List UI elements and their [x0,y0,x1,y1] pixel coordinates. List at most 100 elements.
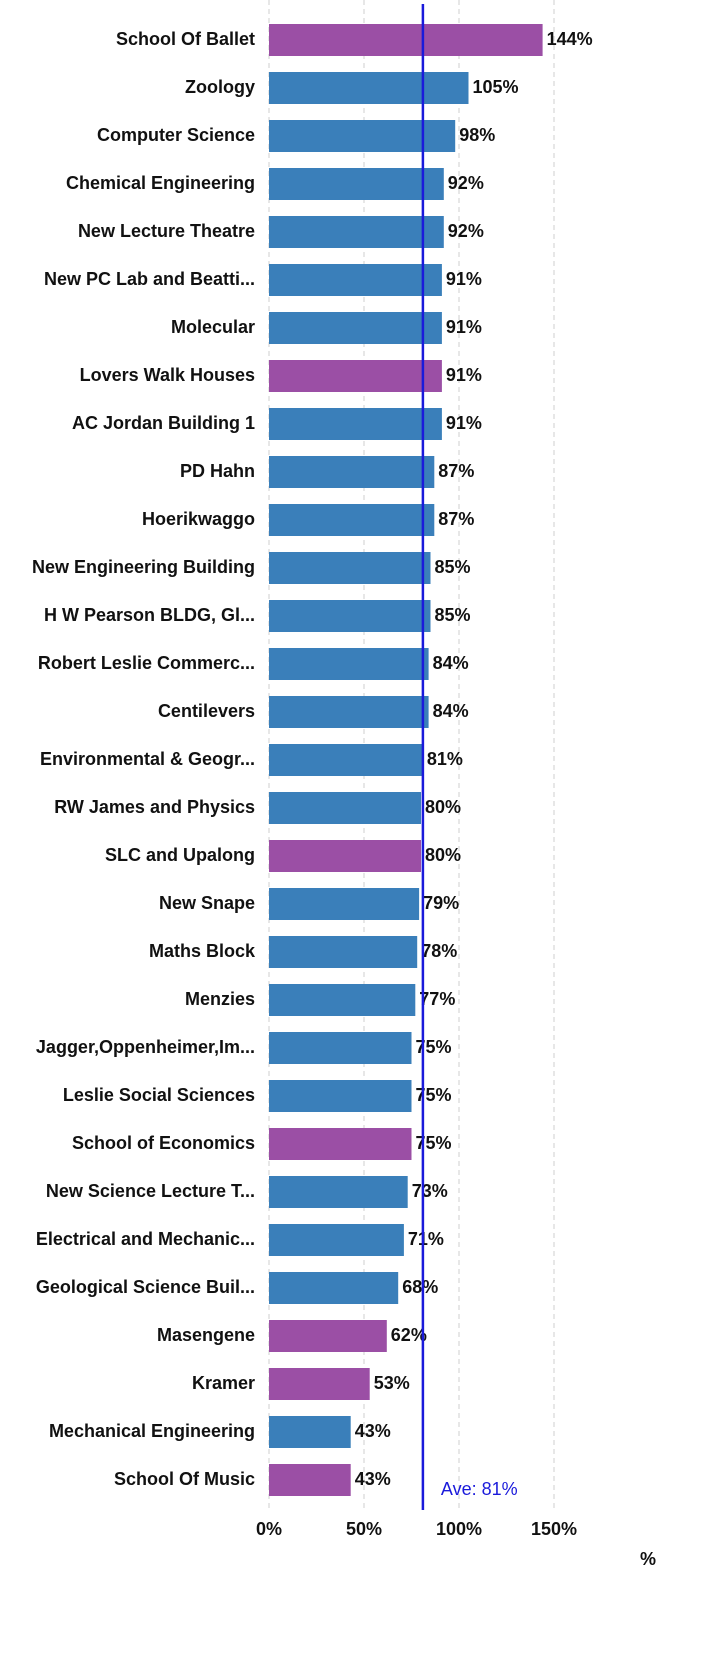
category-label: AC Jordan Building 1 [72,413,255,433]
bar [269,504,435,536]
bar [269,1272,399,1304]
data-label: 85% [435,605,471,625]
x-tick-label: 0% [256,1519,282,1539]
category-label: Jagger,Oppenheimer,Im... [36,1037,255,1057]
x-tick-label: 150% [531,1519,577,1539]
data-label: 75% [416,1085,452,1105]
bar [269,888,420,920]
category-label: Lovers Walk Houses [80,365,255,385]
data-label: 144% [547,29,593,49]
category-label: Molecular [171,317,255,337]
data-label: 87% [438,509,474,529]
category-label: Mechanical Engineering [49,1421,255,1441]
bar [269,120,456,152]
category-label: Environmental & Geogr... [40,749,255,769]
category-label: Zoology [185,77,255,97]
bar [269,1224,404,1256]
category-label: Centilevers [158,701,255,721]
data-label: 71% [408,1229,444,1249]
category-label: H W Pearson BLDG, Gl... [44,605,255,625]
bar [269,600,431,632]
category-label: New Lecture Theatre [78,221,255,241]
category-label: School of Economics [72,1133,255,1153]
bar [269,408,442,440]
bar [269,1464,351,1496]
data-label: 84% [433,653,469,673]
bar [269,216,444,248]
average-label: Ave: 81% [441,1479,518,1499]
data-label: 91% [446,413,482,433]
category-label: Chemical Engineering [66,173,255,193]
data-label: 75% [416,1133,452,1153]
data-label: 81% [427,749,463,769]
data-label: 91% [446,269,482,289]
bar [269,648,429,680]
bar [269,1176,408,1208]
category-label: Geological Science Buil... [36,1277,255,1297]
data-label: 92% [448,221,484,241]
bar [269,1128,412,1160]
data-label: 80% [425,845,461,865]
bar [269,1320,387,1352]
data-label: 68% [402,1277,438,1297]
bar [269,1368,370,1400]
data-label: 91% [446,317,482,337]
bar [269,696,429,728]
bar [269,1080,412,1112]
data-label: 84% [433,701,469,721]
category-label: Robert Leslie Commerc... [38,653,255,673]
data-label: 73% [412,1181,448,1201]
category-label: Menzies [185,989,255,1009]
data-label: 43% [355,1469,391,1489]
bar [269,24,543,56]
category-label: New Engineering Building [32,557,255,577]
data-label: 91% [446,365,482,385]
data-label: 105% [473,77,519,97]
category-label: Hoerikwaggo [142,509,255,529]
category-label: RW James and Physics [54,797,255,817]
data-label: 80% [425,797,461,817]
bar [269,72,469,104]
category-label: School Of Music [114,1469,255,1489]
data-label: 43% [355,1421,391,1441]
bar [269,360,442,392]
bar [269,936,418,968]
bar [269,840,421,872]
category-label: Masengene [157,1325,255,1345]
bar [269,792,421,824]
category-label: Leslie Social Sciences [63,1085,255,1105]
category-label: New Snape [159,893,255,913]
bar [269,984,416,1016]
bar [269,1032,412,1064]
x-tick-label: 100% [436,1519,482,1539]
data-label: 75% [416,1037,452,1057]
bar [269,552,431,584]
data-label: 53% [374,1373,410,1393]
category-label: Computer Science [97,125,255,145]
data-label: 78% [421,941,457,961]
data-label: 79% [423,893,459,913]
category-label: Kramer [192,1373,255,1393]
bar [269,456,435,488]
bar [269,312,442,344]
bar [269,1416,351,1448]
data-label: 92% [448,173,484,193]
data-label: 98% [459,125,495,145]
bar [269,744,423,776]
category-label: School Of Ballet [116,29,255,49]
data-label: 87% [438,461,474,481]
bar [269,264,442,296]
category-label: SLC and Upalong [105,845,255,865]
x-tick-label: 50% [346,1519,382,1539]
data-label: 85% [435,557,471,577]
category-label: Maths Block [149,941,256,961]
bar [269,168,444,200]
category-label: New PC Lab and Beatti... [44,269,255,289]
x-axis-label: % [640,1549,656,1569]
data-label: 62% [391,1325,427,1345]
category-label: PD Hahn [180,461,255,481]
data-label: 77% [419,989,455,1009]
category-label: Electrical and Mechanic... [36,1229,255,1249]
